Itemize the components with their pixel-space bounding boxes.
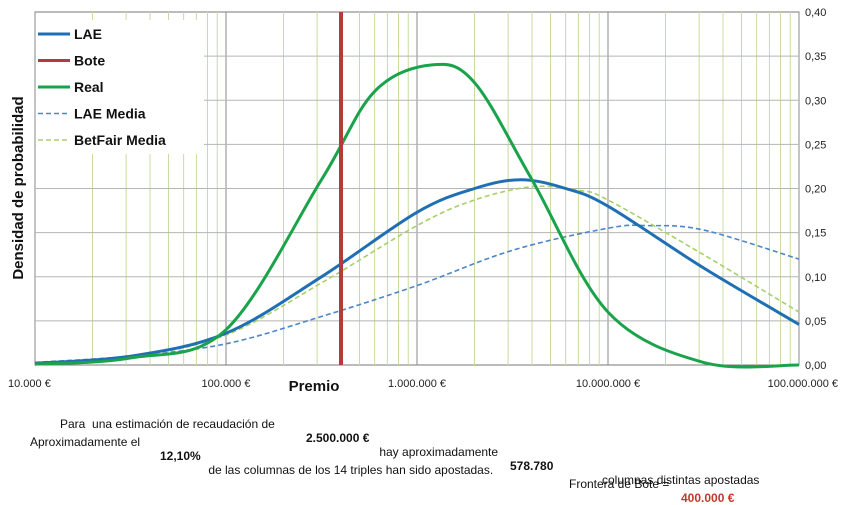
x-tick-label: 10.000 €	[8, 378, 51, 390]
x-axis-title: Premio	[289, 378, 340, 395]
legend: LAE Bote Real LAE Media BetFair Media	[36, 20, 204, 154]
x-tick-label: 10.000.000 €	[576, 378, 640, 390]
probability-density-chart: 0,00 0,05 0,10 0,15 0,20 0,25 0,30 0,35 0,40 10.0…	[8, 7, 838, 395]
y-tick-label: 0,40	[805, 7, 826, 19]
bote-value: 400.000 €	[681, 491, 735, 505]
y-tick-label: 0,00	[805, 360, 826, 372]
y-tick-label: 0,30	[805, 95, 826, 107]
tick-labels: 0,00 0,05 0,10 0,15 0,20 0,25 0,30 0,35 0,40 10.0…	[8, 7, 838, 390]
x-tick-label: 100.000 €	[202, 378, 251, 390]
legend-label: BetFair Media	[74, 132, 166, 148]
y-tick-label: 0,35	[805, 51, 826, 63]
footer-text-e: de las columnas de los 14 triples han si…	[205, 463, 494, 477]
footer-line-2: Aproximadamente el 12,10% de las columna…	[0, 421, 852, 505]
y-tick-label: 0,25	[805, 139, 826, 151]
y-tick-label: 0,20	[805, 184, 826, 196]
footer-text-d: Aproximadamente el	[30, 435, 147, 449]
series-line-real	[34, 62, 800, 369]
legend-label: LAE	[74, 26, 102, 42]
legend-label: Real	[74, 79, 104, 95]
series-line-lae	[34, 178, 800, 365]
series-line-betfair-media	[34, 185, 800, 364]
legend-label: LAE Media	[74, 106, 146, 122]
x-tick-label: 1.000.000 €	[388, 378, 446, 390]
percentage-value: 12,10%	[160, 449, 201, 463]
legend-label: Bote	[74, 53, 105, 69]
y-tick-label: 0,15	[805, 228, 826, 240]
x-tick-label: 100.000.000 €	[768, 378, 838, 390]
y-tick-label: 0,05	[805, 316, 826, 328]
series-lines	[34, 12, 800, 369]
y-axis-title: Densidad de probabilidad	[10, 96, 27, 279]
y-tick-label: 0,10	[805, 272, 826, 284]
footer-text-a: Para una estimación de recaudación de	[60, 417, 282, 431]
frontera-label: Frontera de Bote =	[569, 477, 673, 491]
